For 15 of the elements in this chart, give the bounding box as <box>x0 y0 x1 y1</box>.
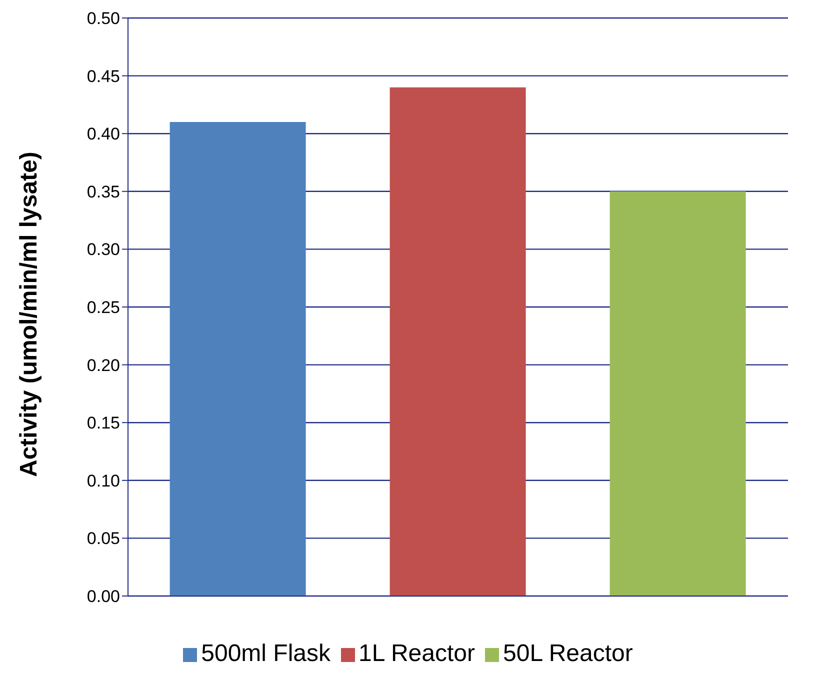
y-tick-label: 0.50 <box>86 9 120 28</box>
y-tick-label: 0.00 <box>86 587 120 606</box>
y-axis-title: Activity (umol/min/ml lysate) <box>16 152 43 477</box>
y-tick-label: 0.05 <box>86 529 120 548</box>
legend-label: 500ml Flask <box>201 640 330 667</box>
y-tick-label: 0.20 <box>86 356 120 375</box>
y-tick-label: 0.10 <box>86 471 120 490</box>
y-tick-label: 0.40 <box>86 124 120 144</box>
legend-label: 50L Reactor <box>503 640 633 667</box>
y-tick-label: 0.15 <box>86 414 120 433</box>
legend-label: 1L Reactor <box>358 640 476 667</box>
y-tick-label: 0.25 <box>86 298 120 318</box>
y-tick-label: 0.35 <box>86 182 120 202</box>
y-tick-label: 0.30 <box>86 240 120 260</box>
y-tick-label: 0.45 <box>86 66 120 86</box>
